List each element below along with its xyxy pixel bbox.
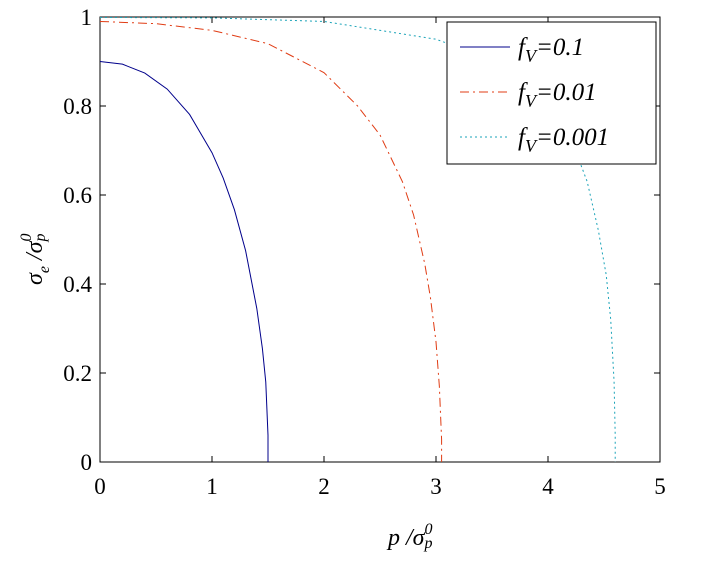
legend-box (446, 21, 657, 165)
y-tick-label: 1 (81, 5, 93, 30)
y-tick-label: 0 (81, 450, 93, 475)
x-axis-label: p /σ0 p (386, 521, 433, 552)
series-line-0 (99, 61, 269, 462)
y-tick-label: 0.6 (63, 183, 92, 208)
x-tick-label: 3 (430, 474, 442, 499)
y-tick-label: 0.4 (63, 272, 92, 297)
x-tick-label: 1 (206, 474, 218, 499)
legend-label-0: fV=0.1 (518, 34, 584, 66)
y-tick-label: 0.2 (63, 361, 92, 386)
legend-label-1: fV=0.01 (518, 79, 597, 111)
x-tick-label: 2 (318, 474, 330, 499)
legend-label-2: fV=0.001 (518, 124, 609, 156)
series-line-1 (99, 20, 443, 462)
x-tick-label: 5 (654, 474, 666, 499)
y-axis-label: σe /σ0p (18, 234, 53, 285)
y-tick-label: 0.8 (63, 94, 92, 119)
legend: fV=0.1 fV=0.01 fV=0.001 (446, 21, 657, 165)
x-tick-label: 0 (94, 474, 106, 499)
x-tick-label: 4 (542, 474, 554, 499)
axis-ticks: 0 1 2 3 4 5 0 0.2 0.4 0.6 0.8 1 (63, 5, 666, 499)
